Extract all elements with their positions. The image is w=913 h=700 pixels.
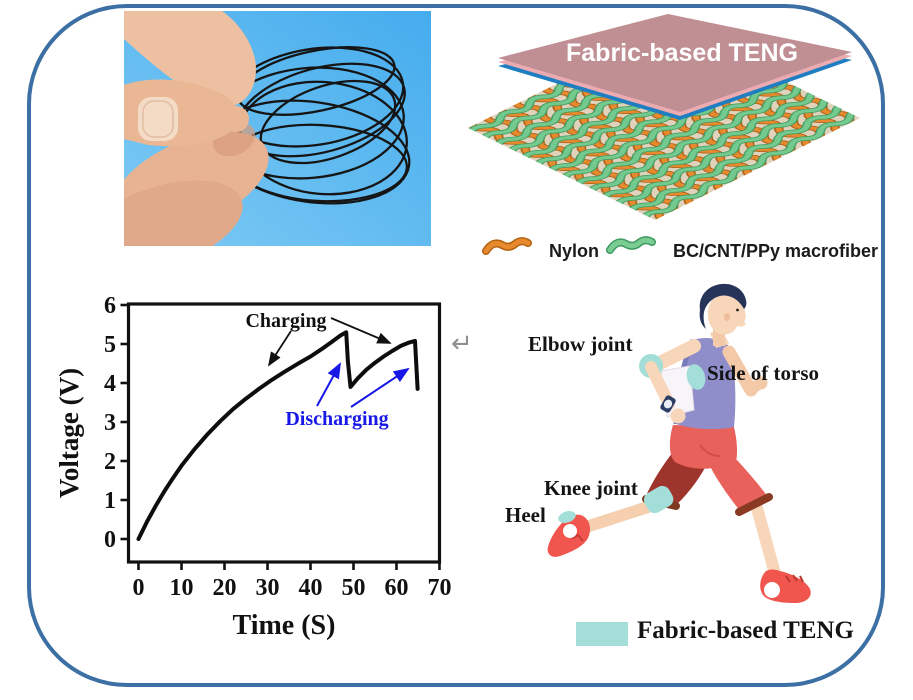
x-tick-label: 40 [299, 575, 323, 601]
runner-illustration [547, 283, 811, 603]
y-tick-label: 5 [104, 332, 116, 358]
plate-label: Fabric-based TENG [566, 39, 798, 67]
runner-hair [699, 283, 747, 329]
green-fiber-icon [606, 236, 656, 254]
x-tick-label: 0 [133, 575, 145, 601]
y-axis-label: Voltage (V) [54, 368, 84, 498]
x-tick-label: 10 [170, 575, 194, 601]
voltage-time-chart: 0 10 20 30 40 50 60 70 0 1 2 3 4 5 6 Charging Dischar… [54, 293, 452, 641]
x-tick-label: 60 [385, 575, 409, 601]
y-tick-label: 3 [104, 410, 116, 436]
runner-front-leg [751, 502, 811, 603]
hand [124, 11, 269, 246]
wrist-watch [660, 395, 676, 413]
knee-joint-label: Knee joint [544, 476, 638, 500]
elbow-joint-label: Elbow joint [528, 332, 633, 356]
discharging-arrow-right [350, 367, 410, 408]
y-tick-label: 0 [104, 527, 116, 553]
orange-fiber-icon [482, 237, 532, 255]
torso-teng-patch [686, 364, 706, 390]
runner-near-arm [639, 339, 701, 424]
y-axis-ticks: 0 1 2 3 4 5 6 [104, 293, 129, 553]
runner-head [699, 283, 747, 346]
nylon-legend-label: Nylon [549, 241, 599, 261]
charging-arrow-right [330, 317, 392, 344]
side-of-torso-label: Side of torso [707, 361, 819, 385]
discharging-annotation: Discharging [285, 408, 388, 430]
x-axis-ticks: 0 10 20 30 40 50 60 70 [133, 562, 452, 601]
teng-legend-swatch [576, 622, 628, 646]
thumbnail [138, 97, 178, 141]
x-axis-label: Time (S) [233, 610, 336, 641]
y-tick-label: 4 [104, 371, 116, 397]
y-tick-label: 6 [104, 293, 116, 319]
heel-label: Heel [505, 503, 546, 527]
hand-fiber-photo [124, 11, 431, 246]
teng-structure-illustration: Fabric-based TENG Nylon BC/CNT/PPy macro… [468, 14, 878, 261]
voltage-curve [136, 330, 420, 541]
x-tick-label: 30 [256, 575, 280, 601]
line-break-mark: ↵ [451, 329, 473, 359]
charging-annotation: Charging [245, 310, 326, 332]
runner-shorts [642, 425, 773, 516]
knee-teng-patch [643, 485, 674, 514]
x-tick-label: 50 [342, 575, 366, 601]
heel-teng-patch [558, 511, 576, 523]
teng-legend-label: Fabric-based TENG [637, 617, 854, 644]
macrofiber-legend-label: BC/CNT/PPy macrofiber [673, 241, 878, 261]
plot-frame [126, 302, 442, 564]
fiber-legend: Nylon BC/CNT/PPy macrofiber [482, 236, 878, 261]
x-tick-label: 70 [428, 575, 452, 601]
x-tick-label: 20 [213, 575, 237, 601]
teng-plate: Fabric-based TENG [498, 14, 852, 120]
y-tick-label: 1 [104, 488, 116, 514]
discharging-arrow-left [316, 362, 341, 407]
y-tick-label: 2 [104, 449, 116, 475]
figure-border [27, 4, 885, 687]
runner-back-leg [547, 501, 654, 557]
runner-far-arm [722, 345, 768, 397]
charging-arrow-left [268, 330, 292, 367]
